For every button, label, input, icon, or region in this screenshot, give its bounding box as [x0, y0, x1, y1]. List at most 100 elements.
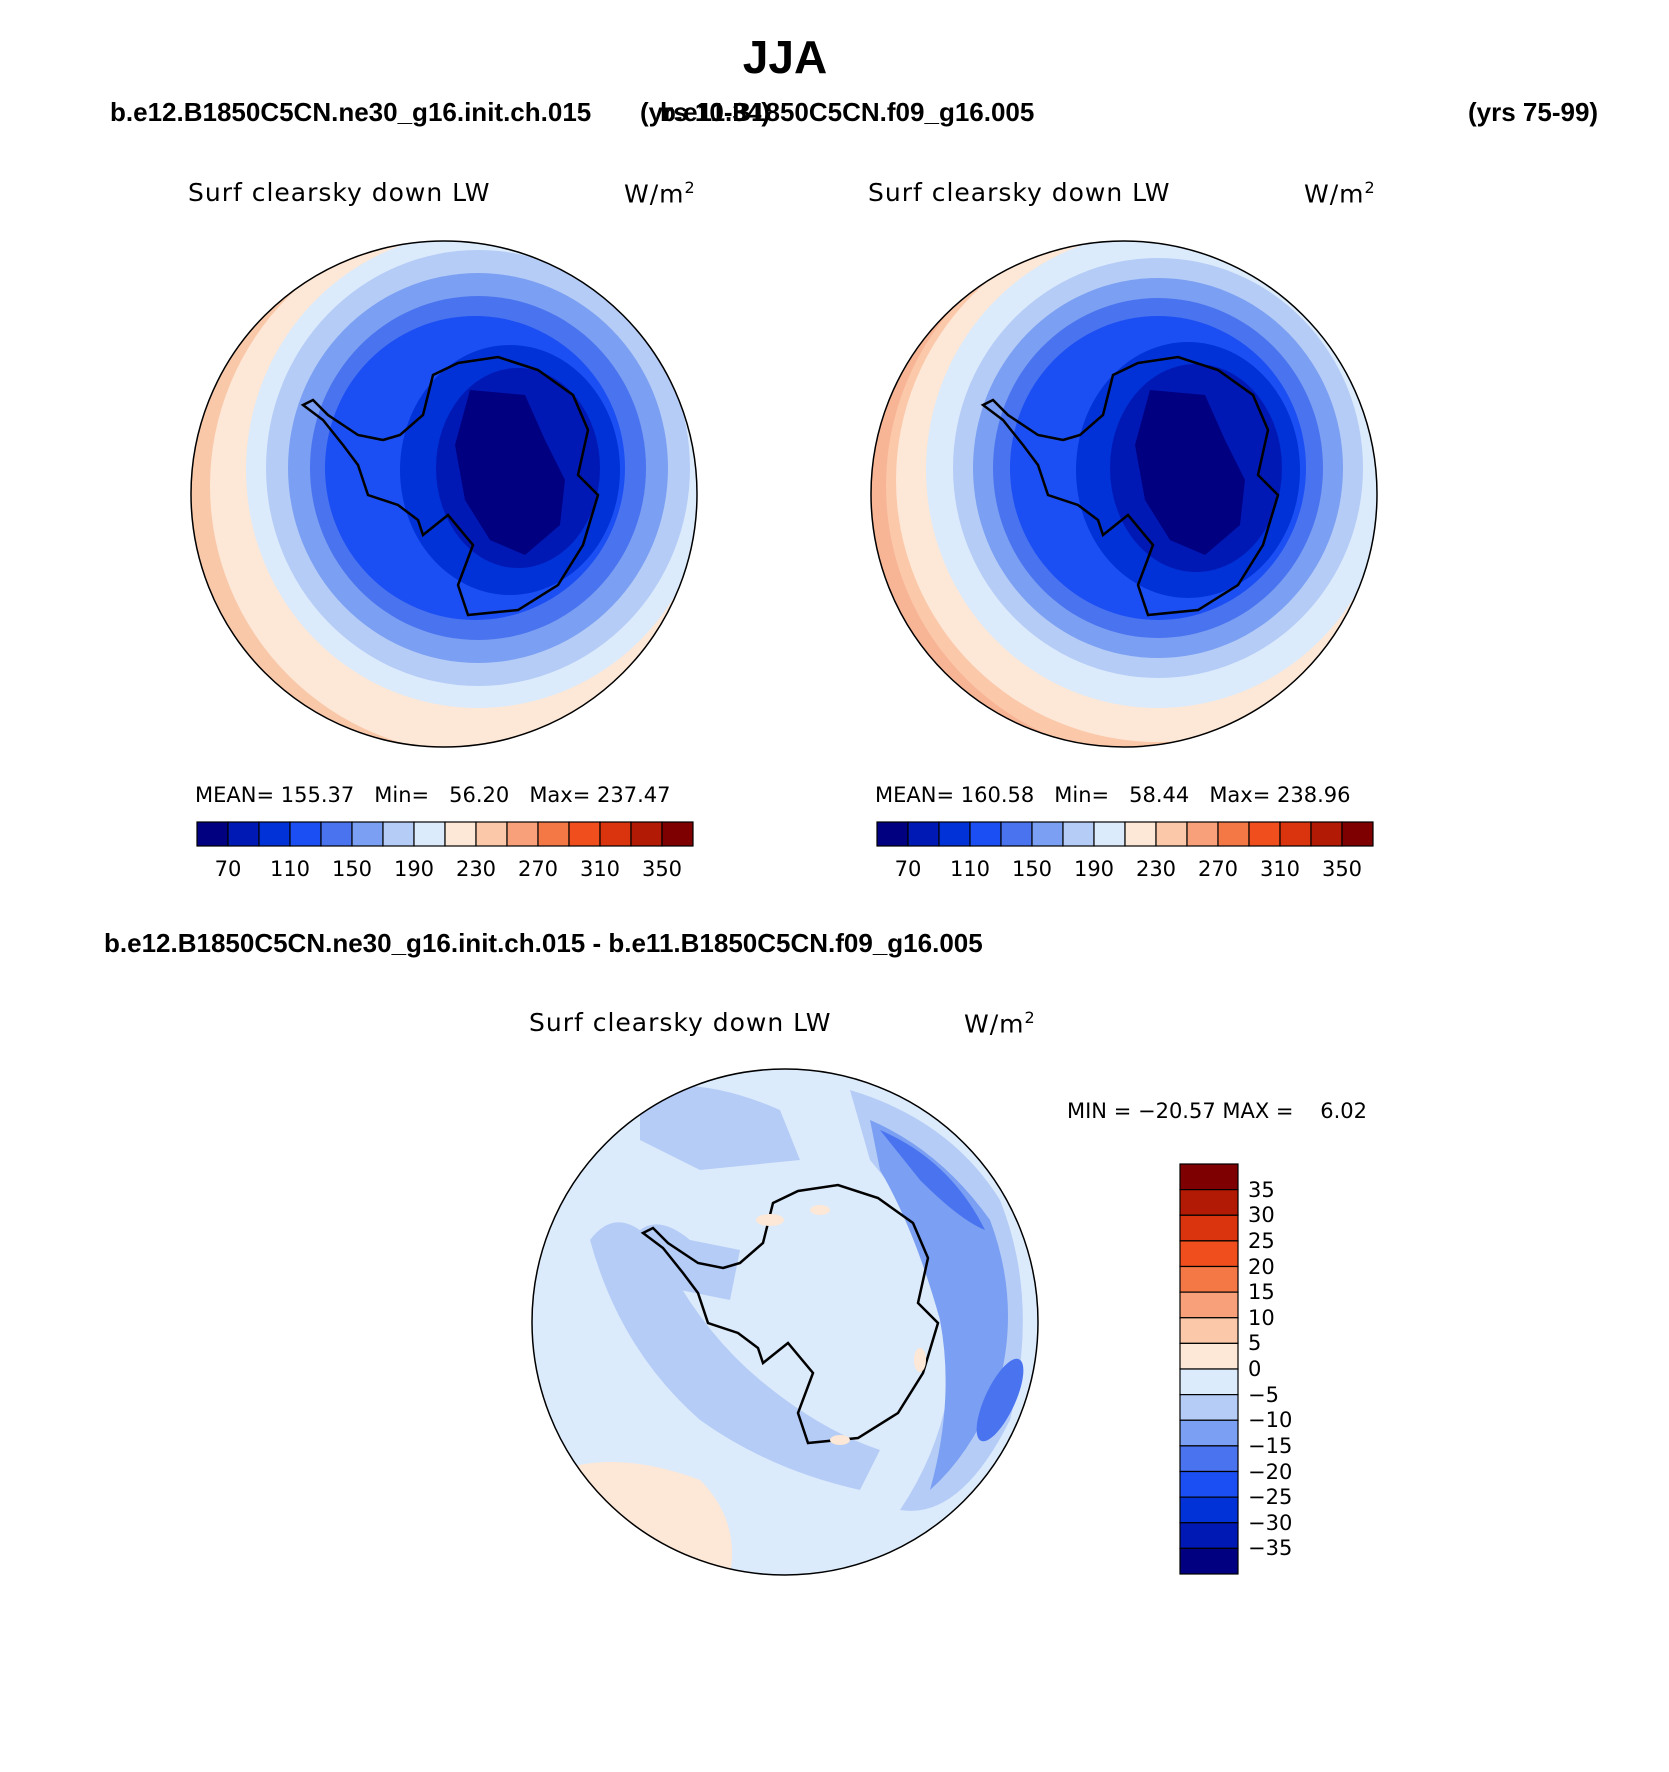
- colorbar-swatch: [1062, 821, 1095, 847]
- panel2-min-label: Min=: [1054, 783, 1110, 807]
- colorbar-tick-label: 310: [579, 857, 621, 881]
- contour-band: [1135, 390, 1245, 555]
- colorbar-swatch: [599, 821, 632, 847]
- contour-band: [455, 390, 565, 555]
- colorbar-panel-2: [876, 821, 1374, 847]
- colorbar-swatch: [1179, 1240, 1239, 1268]
- colorbar-swatch: [1179, 1342, 1239, 1370]
- diff-min: −20.57: [1137, 1099, 1216, 1123]
- colorbar-swatch: [258, 821, 291, 847]
- map-panel-diff: [532, 1069, 1038, 1575]
- colorbar-tick-label: 270: [1197, 857, 1239, 881]
- panel2-max-label: Max=: [1209, 783, 1271, 807]
- colorbar-tick-label: 150: [1011, 857, 1053, 881]
- colorbar-tick-label: 190: [1073, 857, 1115, 881]
- panel1-min: 56.20: [449, 783, 510, 807]
- diff-max: 6.02: [1320, 1099, 1368, 1123]
- colorbar-tick-label: 70: [894, 857, 922, 881]
- panel1-mean-label: MEAN=: [195, 783, 275, 807]
- colorbar-swatch: [1124, 821, 1157, 847]
- colorbar-swatch: [1341, 821, 1374, 847]
- colorbar-swatch: [907, 821, 940, 847]
- colorbar-swatch: [475, 821, 508, 847]
- colorbar-swatch: [1179, 1522, 1239, 1549]
- colorbar-swatch: [1179, 1547, 1239, 1575]
- colorbar-swatch: [1179, 1445, 1239, 1473]
- colorbar-tick-label: −35: [1248, 1536, 1293, 1561]
- panel1-max-label: Max=: [529, 783, 591, 807]
- colorbar-diff: [1179, 1163, 1239, 1575]
- colorbar-tick-label: −15: [1248, 1433, 1293, 1458]
- diff-units-base: W/m: [964, 1009, 1025, 1039]
- contour-band: [914, 1348, 926, 1372]
- contour-band: [640, 1085, 800, 1170]
- colorbar-swatch: [1179, 1368, 1239, 1396]
- diff-min-label: MIN =: [1067, 1099, 1132, 1123]
- diff-units-exp: 2: [1024, 1008, 1036, 1027]
- colorbar-swatch: [1179, 1189, 1239, 1216]
- colorbar-swatch: [969, 821, 1002, 847]
- map-border: [190, 240, 698, 748]
- colorbar-tick-label: 25: [1248, 1228, 1275, 1253]
- colorbar-swatch: [289, 821, 322, 847]
- panel1-units-exp: 2: [684, 178, 696, 197]
- panel1-mean: 155.37: [280, 783, 355, 807]
- colorbar-swatch: [1279, 821, 1312, 847]
- colorbar-swatch: [351, 821, 384, 847]
- panel1-max: 237.47: [597, 783, 671, 807]
- colorbar-swatch: [938, 821, 971, 847]
- colorbar-tick-label: 0: [1248, 1357, 1262, 1381]
- panel2-units-base: W/m: [1304, 179, 1365, 209]
- colorbar-tick-label: 70: [214, 857, 242, 881]
- colorbar-swatch: [1248, 821, 1281, 847]
- case2-years: (yrs 75-99): [1468, 97, 1599, 127]
- colorbar-swatch: [630, 821, 663, 847]
- colorbar-swatch: [1093, 821, 1126, 847]
- panel2-min: 58.44: [1129, 783, 1190, 807]
- colorbar-tick-label: 230: [455, 857, 497, 881]
- colorbar-swatch: [1179, 1265, 1239, 1293]
- colorbar-tick-label: 10: [1248, 1305, 1275, 1330]
- panel2-mean: 160.58: [960, 783, 1035, 807]
- colorbar-tick-label: 110: [269, 857, 311, 881]
- panel2-units-exp: 2: [1364, 178, 1376, 197]
- colorbar-swatch: [196, 821, 229, 847]
- panel2-field-title: Surf clearsky down LW: [868, 178, 1171, 207]
- colorbar-swatch: [382, 821, 415, 847]
- diff-units: W/m2: [964, 1008, 1036, 1038]
- colorbar-swatch: [506, 821, 539, 847]
- colorbar-tick-label: 350: [641, 857, 683, 881]
- colorbar-tick-label: −20: [1248, 1459, 1293, 1484]
- colorbar-swatch: [320, 821, 353, 847]
- colorbar-swatch: [1179, 1419, 1239, 1447]
- colorbar-swatch: [1031, 821, 1064, 847]
- colorbar-panel-1: [196, 821, 694, 847]
- contour-band: [880, 1130, 985, 1230]
- panel1-field-title: Surf clearsky down LW: [188, 178, 491, 207]
- colorbar-tick-label: 35: [1248, 1177, 1275, 1202]
- case1-name: b.e12.B1850C5CN.ne30_g16.init.ch.015: [110, 97, 592, 127]
- colorbar-tick-label: −10: [1248, 1408, 1293, 1433]
- colorbar-tick-label: 30: [1248, 1203, 1275, 1228]
- panel2-max: 238.96: [1277, 783, 1351, 807]
- colorbar-swatch: [1179, 1496, 1239, 1524]
- colorbar-swatch: [537, 821, 570, 847]
- panel2-stats: MEAN= 160.58 Min= 58.44 Max= 238.96: [875, 783, 1351, 807]
- colorbar-swatch: [1179, 1317, 1239, 1344]
- colorbar-tick-label: −25: [1248, 1485, 1293, 1510]
- contour-band: [976, 1358, 1024, 1442]
- colorbar-tick-label: 190: [393, 857, 435, 881]
- colorbar-swatch: [1000, 821, 1033, 847]
- diff-field-title: Surf clearsky down LW: [529, 1008, 832, 1037]
- colorbar-tick-label: 5: [1248, 1331, 1262, 1356]
- colorbar-tick-label: −5: [1248, 1382, 1279, 1407]
- panel1-stats: MEAN= 155.37 Min= 56.20 Max= 237.47: [195, 783, 671, 807]
- colorbar-swatch: [444, 821, 477, 847]
- colorbar-swatch: [661, 821, 694, 847]
- map-panel-2: [871, 241, 1377, 747]
- diff-stats: MIN = −20.57 MAX = 6.02: [1067, 1099, 1367, 1123]
- contour-band: [590, 1222, 880, 1490]
- colorbar-swatch: [1179, 1214, 1239, 1242]
- colorbar-swatch: [1217, 821, 1250, 847]
